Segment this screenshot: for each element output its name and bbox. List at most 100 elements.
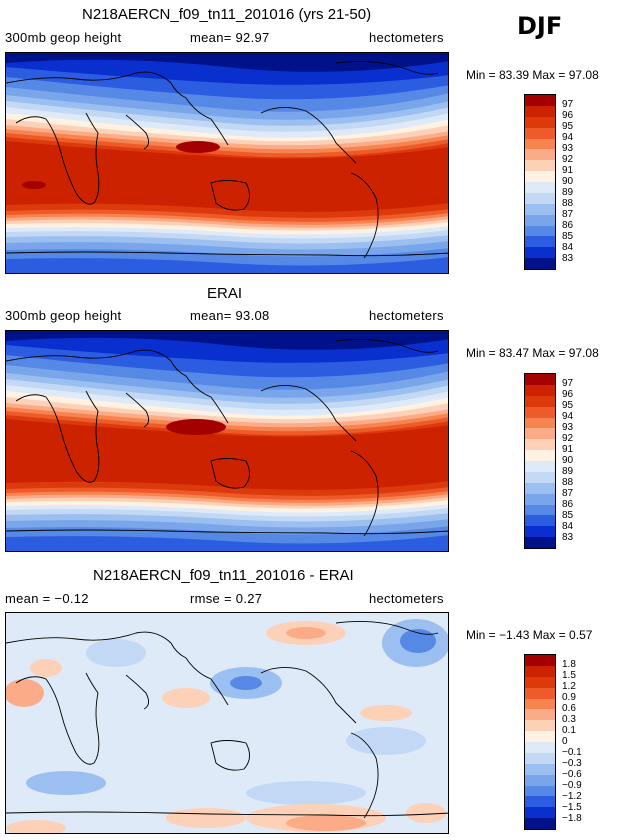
panel2-colorbar	[524, 373, 556, 549]
panel3-rmse-label: rmse = 0.27	[190, 591, 263, 606]
colorbar-tick-label: 95	[562, 121, 574, 132]
season-label: DJF	[517, 12, 563, 40]
colorbar-tick-label: 91	[562, 444, 574, 455]
colorbar-swatch	[525, 417, 555, 429]
colorbar-swatch	[525, 406, 555, 418]
colorbar-swatch	[525, 149, 555, 161]
panel3-colorbar	[524, 654, 556, 830]
panel3-anomaly	[26, 771, 106, 795]
panel1-mean-label: mean= 92.97	[190, 30, 270, 45]
colorbar-swatch	[525, 807, 555, 819]
colorbar-swatch	[525, 171, 555, 182]
colorbar-tick-label: 0.1	[562, 725, 576, 736]
colorbar-swatch	[525, 374, 555, 385]
panel3-anomaly	[286, 815, 366, 831]
colorbar-swatch	[525, 236, 555, 248]
colorbar-swatch	[525, 461, 555, 472]
panel3-minmax-label: Min = −1.43 Max = 0.57	[466, 628, 593, 642]
panel1-warm-spot	[22, 181, 46, 189]
panel3-anomaly	[246, 781, 366, 805]
colorbar-tick-label: 96	[562, 389, 574, 400]
colorbar-swatch	[525, 709, 555, 721]
colorbar-swatch	[525, 796, 555, 808]
colorbar-tick-label: 90	[562, 176, 574, 187]
colorbar-tick-label: 91	[562, 165, 574, 176]
colorbar-tick-label: 0.3	[562, 714, 576, 725]
colorbar-tick-label: 90	[562, 455, 574, 466]
panel1-band	[6, 53, 448, 72]
colorbar-tick-label: 87	[562, 209, 574, 220]
colorbar-tick-label: −1.2	[562, 791, 582, 802]
colorbar-swatch	[525, 742, 555, 753]
colorbar-tick-label: −0.3	[562, 758, 582, 769]
colorbar-tick-label: 88	[562, 477, 574, 488]
panel3-units-label: hectometers	[369, 591, 444, 606]
colorbar-tick-label: 83	[562, 532, 574, 543]
colorbar-swatch	[525, 225, 555, 237]
colorbar-swatch	[525, 731, 555, 742]
colorbar-tick-label: 92	[562, 433, 574, 444]
colorbar-tick-label: 89	[562, 466, 574, 477]
panel1-coastlines	[6, 60, 448, 259]
colorbar-swatch	[525, 182, 555, 193]
colorbar-swatch	[525, 95, 555, 106]
colorbar-tick-label: 85	[562, 231, 574, 242]
panel3-anomaly	[230, 676, 262, 690]
panel3-anomaly	[162, 688, 210, 708]
colorbar-swatch	[525, 526, 555, 538]
panel3-anomaly	[6, 679, 44, 707]
colorbar-tick-label: −0.9	[562, 780, 582, 791]
panel3-coastlines	[6, 620, 448, 819]
colorbar-swatch	[525, 537, 555, 548]
panel3-anomaly	[360, 705, 412, 721]
panel3-map-svg	[6, 613, 448, 833]
colorbar-swatch	[525, 818, 555, 829]
panel2-warm-pool	[166, 419, 226, 435]
colorbar-swatch	[525, 192, 555, 204]
colorbar-swatch	[525, 493, 555, 505]
panel2-mean-label: mean= 93.08	[190, 308, 270, 323]
colorbar-tick-label: −0.6	[562, 769, 582, 780]
colorbar-swatch	[525, 676, 555, 688]
colorbar-swatch	[525, 720, 555, 732]
colorbar-swatch	[525, 428, 555, 440]
colorbar-swatch	[525, 160, 555, 172]
panel1-title: N218AERCN_f09_tn11_201016 (yrs 21-50)	[82, 6, 372, 23]
colorbar-swatch	[525, 450, 555, 461]
panel1-units-label: hectometers	[369, 30, 444, 45]
colorbar-swatch	[525, 116, 555, 128]
panel2-map-svg	[6, 331, 448, 551]
colorbar-swatch	[525, 665, 555, 677]
panel1-map-svg	[6, 53, 448, 273]
colorbar-tick-label: 87	[562, 488, 574, 499]
colorbar-tick-label: 0.6	[562, 703, 576, 714]
colorbar-tick-label: 97	[562, 378, 574, 389]
colorbar-tick-label: 93	[562, 422, 574, 433]
panel3-mean-label: mean = −0.12	[5, 591, 89, 606]
colorbar-tick-label: −0.1	[562, 747, 582, 758]
colorbar-swatch	[525, 247, 555, 259]
colorbar-tick-label: 84	[562, 242, 574, 253]
colorbar-tick-label: 95	[562, 400, 574, 411]
panel3-anomaly	[406, 803, 446, 823]
panel2-band	[6, 535, 448, 551]
panel2-units-label: hectometers	[369, 308, 444, 323]
colorbar-tick-label: 86	[562, 499, 574, 510]
colorbar-swatch	[525, 105, 555, 117]
colorbar-tick-label: 86	[562, 220, 574, 231]
colorbar-swatch	[525, 687, 555, 699]
panel2-title: ERAI	[207, 285, 243, 302]
colorbar-tick-label: 0.9	[562, 692, 576, 703]
colorbar-swatch	[525, 774, 555, 786]
panel1-left-label: 300mb geop height	[5, 30, 122, 45]
panel3-anomaly	[86, 639, 146, 667]
panel3-anomaly	[346, 727, 426, 755]
colorbar-tick-label: 83	[562, 253, 574, 264]
colorbar-swatch	[525, 258, 555, 269]
panel1-minmax-label: Min = 83.39 Max = 97.08	[466, 68, 599, 82]
panel1-colorbar	[524, 94, 556, 270]
colorbar-tick-label: 89	[562, 187, 574, 198]
colorbar-tick-label: 92	[562, 154, 574, 165]
panel1-band	[6, 257, 448, 273]
colorbar-swatch	[525, 785, 555, 797]
